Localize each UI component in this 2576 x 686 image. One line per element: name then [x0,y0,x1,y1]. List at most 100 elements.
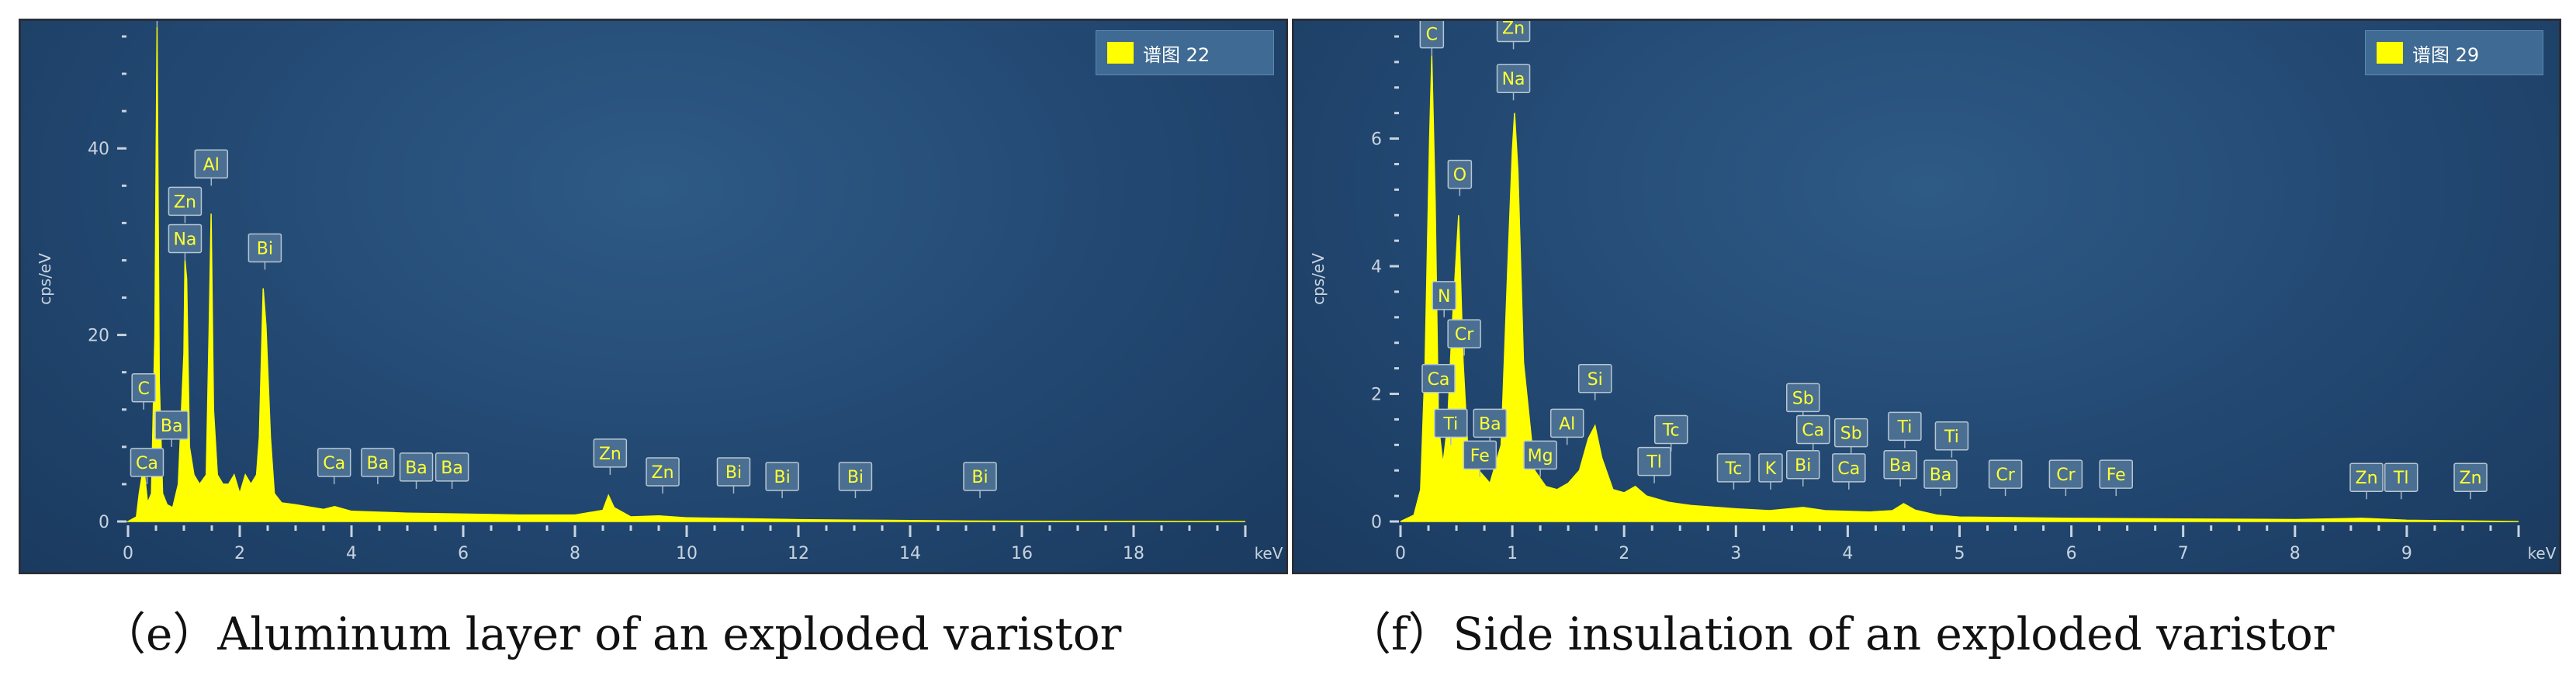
peak-label-box [1496,64,1531,93]
peak-label-text: Cr [1455,325,1474,345]
peak-label-text: Tl [2393,469,2409,488]
peak-label-text: C [137,379,149,399]
peak-label: Sb [1833,417,1868,455]
peak-label: Zn [646,457,680,494]
peak-label-box [963,462,997,491]
peak-label: Ti [1434,408,1468,445]
peak-label: Bi [1786,450,1820,487]
peak-label-text: Ca [1802,421,1824,441]
peak-label-text: Ba [441,459,463,478]
peak-label-text: Sb [1792,389,1814,408]
peak-label: Ti [1888,411,1922,449]
x-axis-unit: keV [2528,544,2557,563]
peak-label-box [765,462,799,491]
spectrum-panel-f: 0 2 4 6 cps/eV 0 1 2 3 4 5 6 7 8 9 keV C Zn Na O N Cr Ca Si Ti Ba… [1292,19,2561,574]
peak-label-box [248,233,282,263]
peak-label: Bi [765,462,799,498]
peak-label: Ba [1883,450,1917,487]
peak-label-text: Ba [161,417,183,436]
caption-f: （f）Side insulation of an exploded varist… [1346,608,2335,660]
peak-label-text: Ba [405,459,428,478]
peak-label-box [1653,414,1688,445]
peak-label: Zn [2349,463,2384,500]
spectrum-panel-e: 02040cps/eV024681012141618keVOAlZnNaBiCB… [19,19,1288,574]
peak-label-box [1883,450,1917,480]
peak-label: C [131,373,156,410]
peak-label: Al [194,149,229,186]
x-tick-label: 3 [1730,544,1741,563]
peak-label: Mg [1523,440,1557,477]
peak-label-text: Al [203,155,220,175]
y-tick-label: 2 [1371,386,1382,405]
x-axis-unit: keV [1255,544,1283,563]
x-tick-label: 2 [1619,544,1629,563]
peak-label-box [2384,463,2418,492]
peak-label-box [593,438,628,468]
x-tick-label: 14 [899,544,921,563]
x-tick-label: 18 [1123,544,1144,563]
peak-label-text: Bi [774,468,791,487]
peak-label-text: Zn [1502,21,1525,38]
peak-label-text: Ca [323,454,345,473]
peak-label: Ba [399,452,434,489]
x-tick-label: 6 [458,544,469,563]
peak-label-text: Bi [1795,456,1811,476]
legend-e: 谱图 22 [1096,30,1274,75]
peak-label: Zn [1496,21,1531,50]
peak-label-text: Zn [174,192,196,212]
peak-label-box [2453,463,2488,492]
peak-label-box [1637,446,1671,476]
peak-label-box [838,462,873,491]
peak-label-text: Ba [1479,414,1501,434]
spectrum-area [1400,55,2519,522]
x-tick-label: 12 [788,544,809,563]
peak-label: Ba [361,448,395,484]
peak-label: Bi [838,462,873,498]
x-tick-label: 0 [1395,544,1406,563]
peak-label: Al [1549,408,1584,445]
x-tick-label: 1 [1507,544,1518,563]
peak-label-text: Bi [971,468,988,487]
peak-label-box [1988,459,2023,489]
peak-label-box [1833,417,1868,448]
peak-label-text: Ba [1889,456,1912,476]
y-tick-label: 0 [1371,513,1382,532]
peak-label: Ba [1923,459,1958,497]
peak-label: N [1432,281,1456,317]
peak-label-text: Cr [2056,466,2076,485]
spectrum-chart-e: 02040cps/eV024681012141618keVOAlZnNaBiCB… [36,21,1283,563]
peak-label-box [1432,281,1456,310]
x-tick-label: 4 [346,544,357,563]
peak-label-box [1447,319,1481,348]
peak-label: Tc [1653,414,1688,452]
peak-label-text: Sb [1840,424,1862,444]
peak-label-box [1421,364,1456,393]
peak-label-box [1496,21,1531,43]
x-tick-label: 4 [1842,544,1853,563]
peak-label-box [1577,364,1612,393]
peak-label-text: Na [173,230,196,249]
peak-label-text: Tc [1662,421,1680,441]
peak-label-box [1419,21,1445,49]
peak-label: Zn [168,186,203,223]
peak-label-box [131,373,156,403]
peak-label-box [130,448,164,477]
y-axis-label: cps/eV [36,253,54,305]
peak-label-text: Ba [367,454,390,473]
x-tick-label: 8 [570,544,580,563]
peak-label-text: Bi [257,239,273,258]
peak-label-text: Cr [1996,466,2015,485]
peak-label-box [1923,459,1958,489]
peak-label: Ca [317,448,351,484]
peak-label-text: C [1426,26,1438,45]
x-tick-label: 7 [2178,544,2189,563]
peak-label-text: N [1438,287,1450,307]
peak-label-box [194,149,229,179]
peak-label: Ba [435,452,469,489]
x-tick-label: 2 [234,544,245,563]
peak-label-text: Ca [1428,370,1450,390]
peak-label-text: O [1453,166,1466,185]
peak-label-text: Ti [1896,417,1912,437]
y-tick-label: 20 [88,327,109,346]
